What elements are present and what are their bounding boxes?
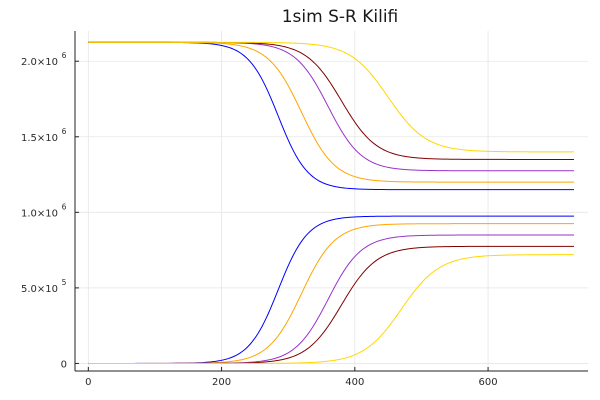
x-tick-label: 400 (345, 377, 364, 388)
series-line-5 (88, 41, 575, 153)
chart-title: 1sim S-R Kilifi (282, 7, 399, 27)
y-tick-label: 0 (61, 359, 67, 370)
series-line-8 (88, 234, 575, 364)
series-line-10 (88, 254, 575, 364)
y-tick-label: 1.0×10 (21, 208, 58, 219)
y-tick-exponent: 5 (62, 278, 67, 287)
y-tick-label: 2.0×10 (21, 57, 58, 68)
x-tick-label: 600 (479, 377, 498, 388)
x-tick-label: 0 (85, 377, 91, 388)
y-tick-exponent: 6 (62, 51, 67, 60)
y-tick-label: 5.0×10 (21, 284, 58, 295)
grid (75, 31, 588, 371)
series-line-4 (88, 41, 575, 160)
series-line-6 (88, 215, 575, 364)
y-tick-exponent: 6 (62, 127, 67, 136)
axes (74, 31, 588, 372)
y-tick-exponent: 6 (62, 202, 67, 211)
x-axis-ticks: 0 200 400 600 (85, 367, 498, 388)
series-line-1 (88, 41, 575, 191)
x-tick-label: 200 (212, 377, 231, 388)
series-line-9 (88, 245, 575, 364)
y-axis-ticks: 0 5.0×10 5 1.0×10 6 1.5×10 6 2.0×10 6 (21, 51, 79, 370)
series-group (88, 41, 575, 364)
y-tick-label: 1.5×10 (21, 133, 58, 144)
